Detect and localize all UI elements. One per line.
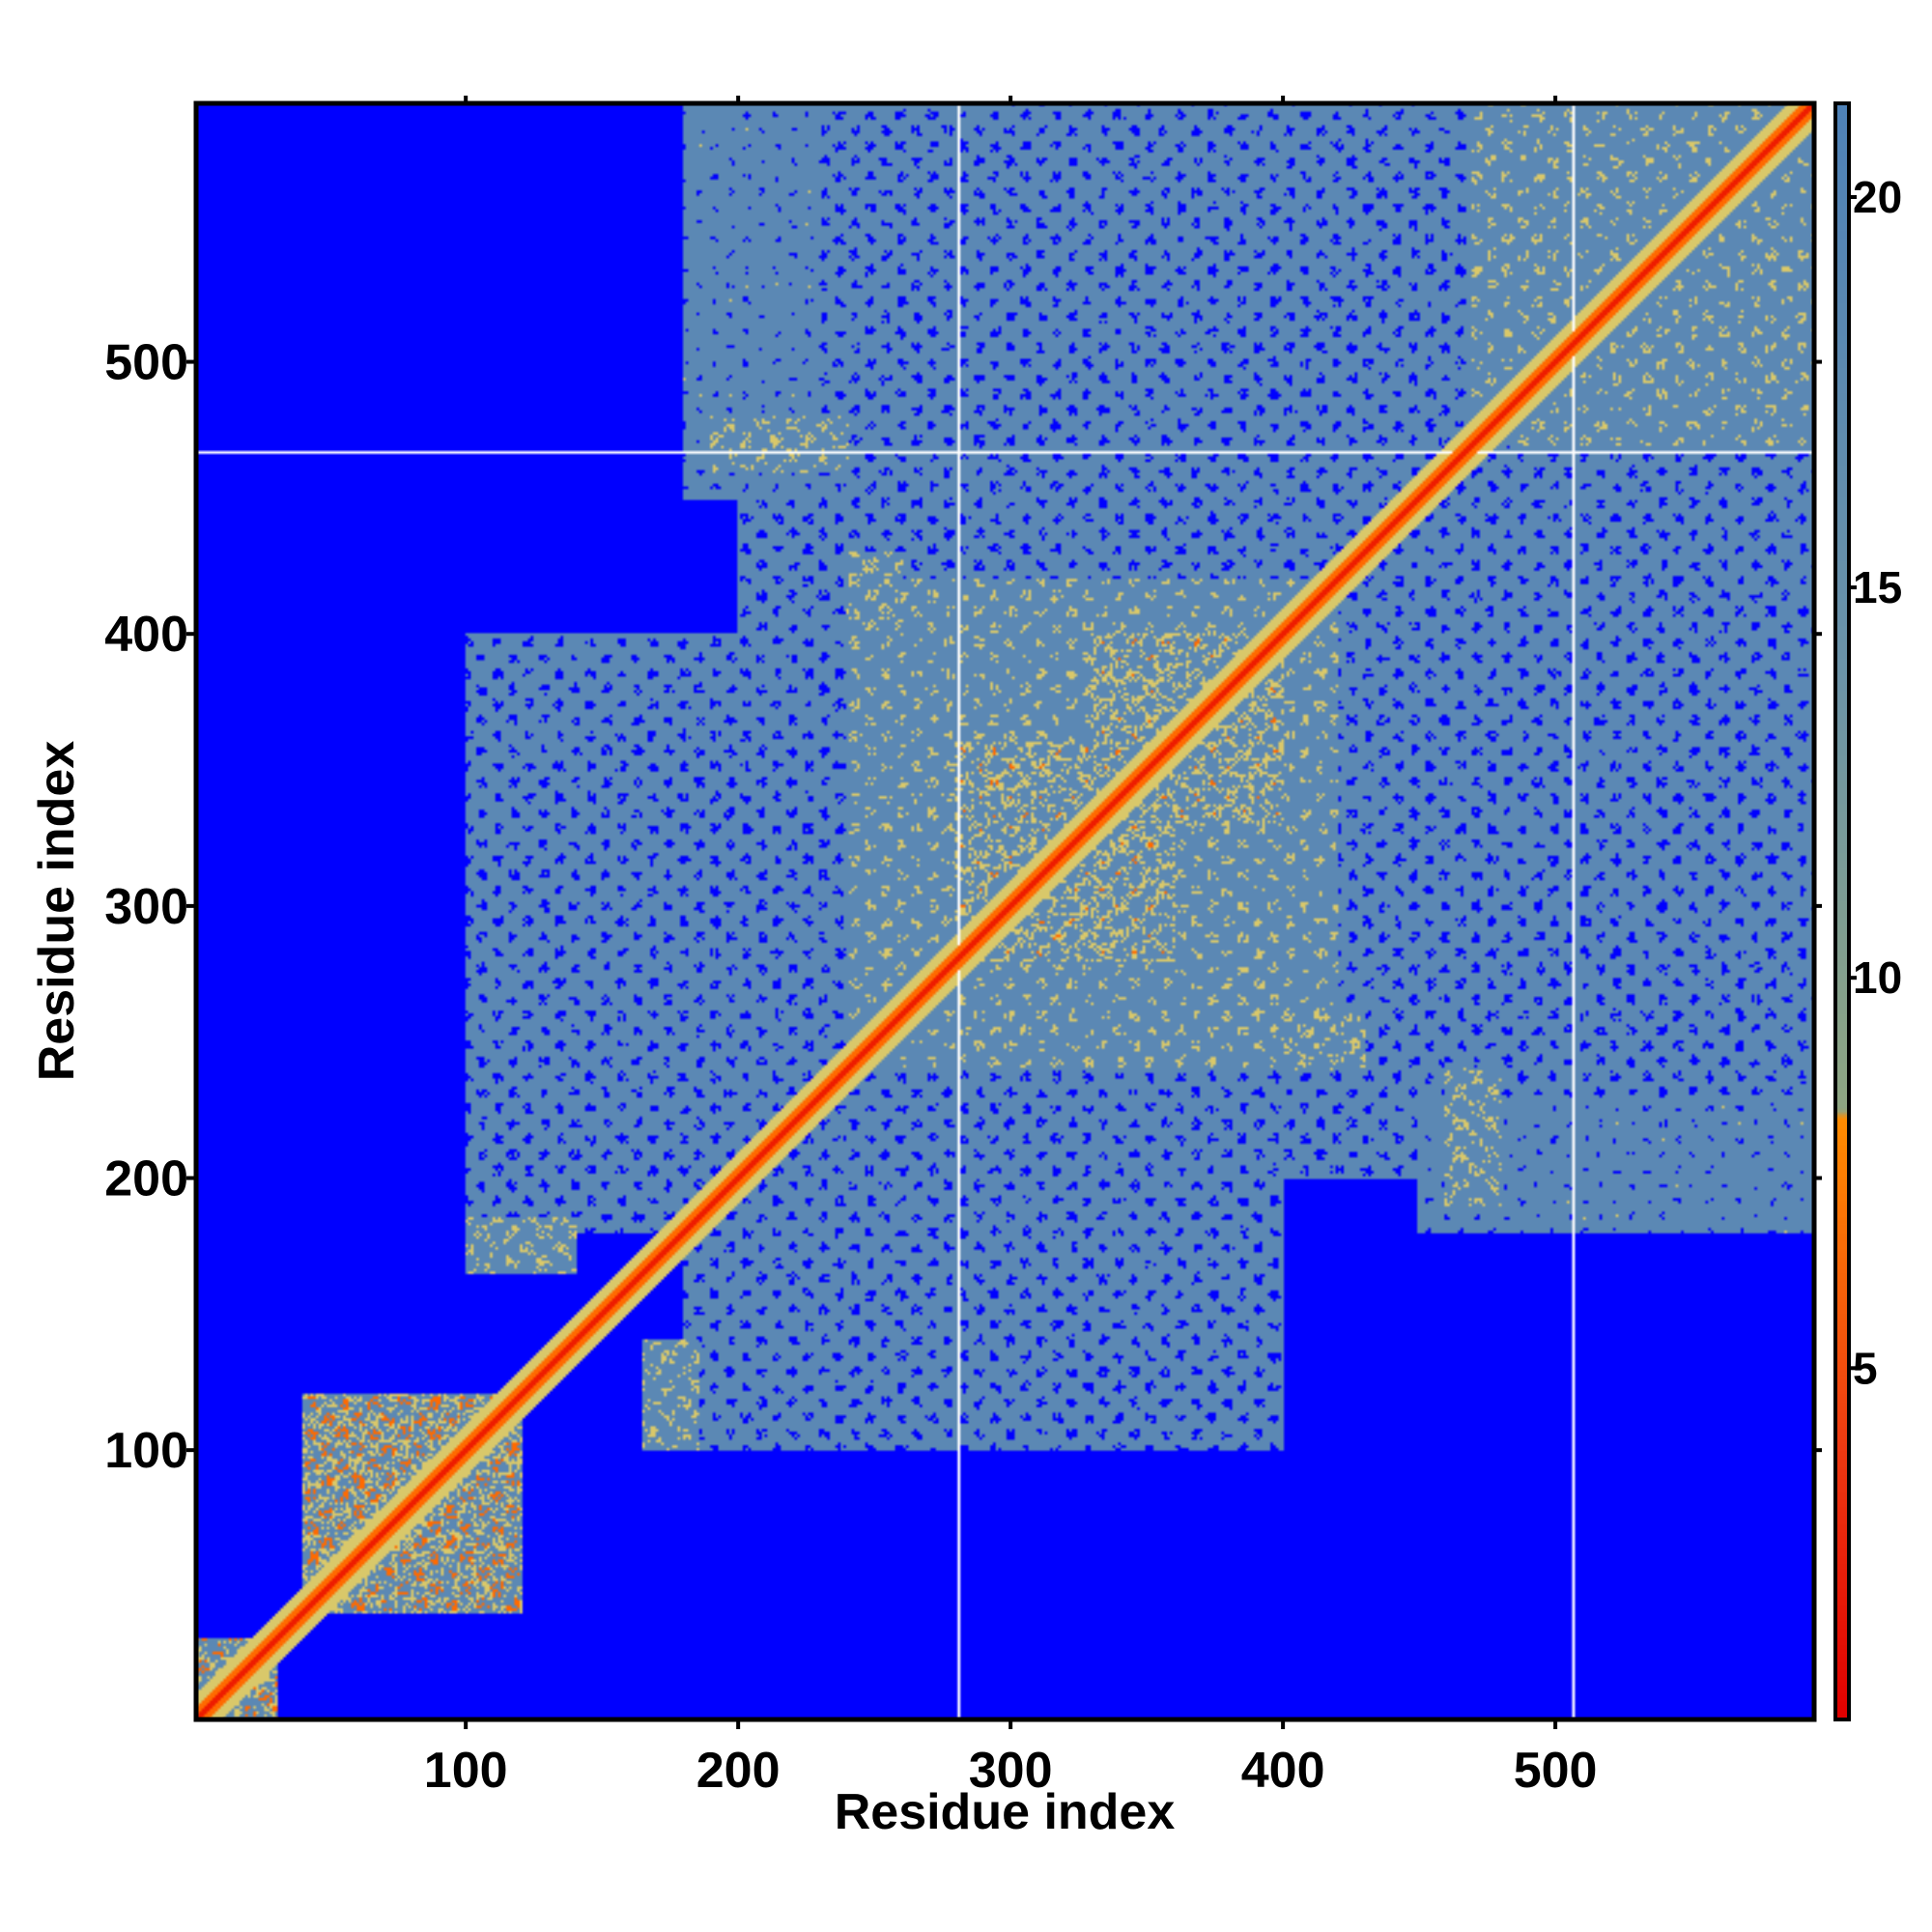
colorbar-axis: 5 10 15 20 (1849, 172, 1902, 1393)
plot-frame (193, 100, 1817, 1722)
y-tick-label: 100 (104, 1423, 188, 1479)
y-axis-label: Residue index (29, 741, 85, 1082)
x-axis: 100 200 300 400 500 (424, 96, 1598, 1799)
x-tick-label: 300 (969, 1743, 1053, 1799)
y-tick-label: 300 (104, 879, 188, 935)
y-axis: 100 200 300 400 500 (104, 335, 1822, 1479)
heatmap-plot-area (196, 103, 1814, 1719)
colorbar-frame (1833, 101, 1851, 1721)
colorbar-gradient (1835, 103, 1849, 1719)
colorbar-tick-label: 10 (1853, 952, 1902, 1003)
y-tick-label: 400 (104, 607, 188, 663)
colorbar-tick-label: 5 (1853, 1343, 1878, 1393)
colorbar-tick-label: 20 (1853, 172, 1902, 222)
colorbar-tick-label: 15 (1853, 562, 1902, 612)
x-tick-label: 200 (696, 1743, 781, 1799)
x-tick-label: 500 (1514, 1743, 1598, 1799)
y-tick-label: 200 (104, 1151, 188, 1208)
y-tick-label: 500 (104, 335, 188, 391)
x-axis-label: Residue index (835, 1784, 1176, 1840)
x-tick-label: 400 (1241, 1743, 1325, 1799)
x-tick-label: 100 (424, 1743, 508, 1799)
